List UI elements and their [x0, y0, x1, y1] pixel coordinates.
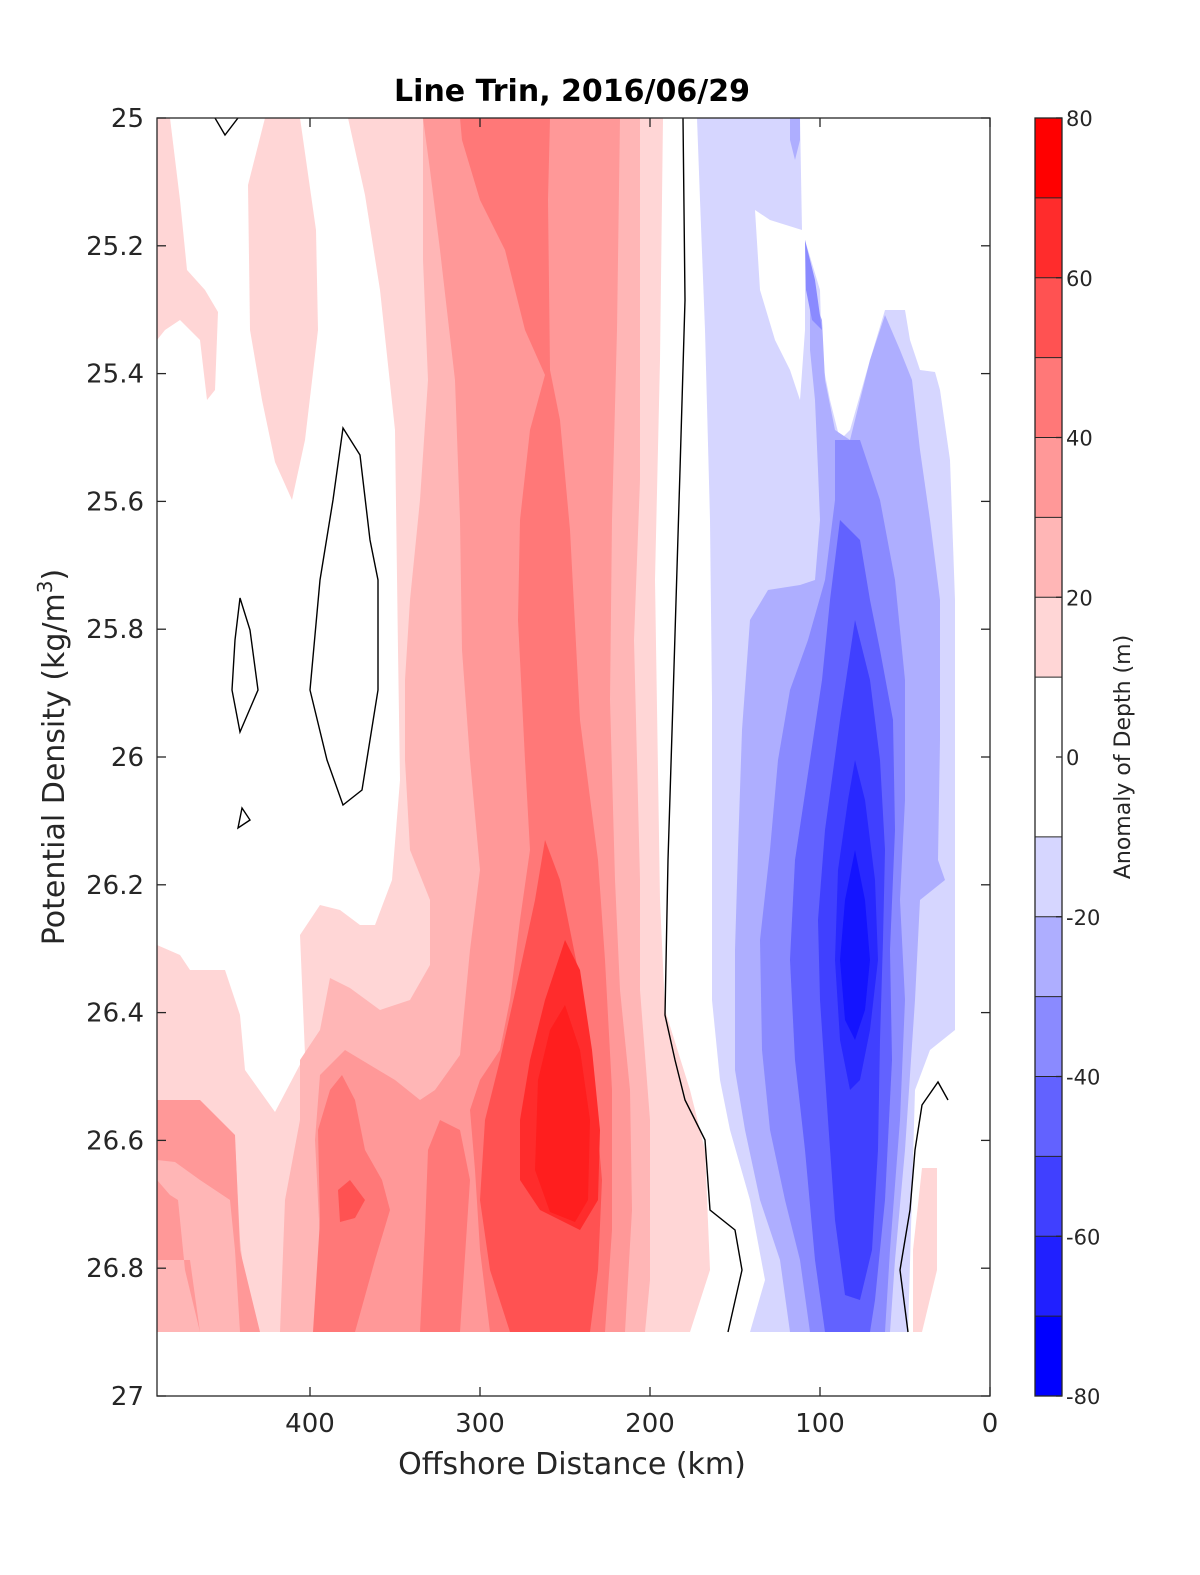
y-tick-label: 25.6: [86, 487, 144, 517]
zero-contour-line: [236, 806, 251, 830]
colorbar-swatch: [1035, 517, 1062, 598]
colorbar-label: Anomaly of Depth (m): [1111, 635, 1136, 879]
no-data-region: [918, 870, 955, 1090]
contour-band-pos-1: [248, 118, 318, 500]
zero-contour-line: [214, 118, 239, 137]
colorbar-swatch: [1035, 277, 1062, 358]
colorbar-tick-label: -20: [1066, 906, 1100, 930]
y-tick-label: 26.2: [86, 871, 144, 901]
colorbar-swatch: [1035, 197, 1062, 278]
y-tick-label: 27: [111, 1382, 144, 1412]
contour-band-pos-7: [535, 1005, 590, 1222]
contour-band-pos-4: [420, 1120, 470, 1332]
x-axis-label: Offshore Distance (km): [398, 1447, 746, 1482]
y-tick-label: 25.4: [86, 360, 144, 390]
colorbar-swatch: [1035, 996, 1062, 1077]
x-tick-label: 0: [982, 1409, 999, 1439]
y-tick-label: 25.2: [86, 232, 144, 262]
no-data-region: [157, 1332, 990, 1396]
x-tick-label: 400: [285, 1409, 335, 1439]
y-axis: 25 25.2 25.4 25.6 25.8 26 26.2 26.4 26.6 26.8 27: [86, 104, 990, 1412]
contour-band-pos-5: [338, 1180, 365, 1222]
contour-band-pos-1: [157, 118, 218, 400]
x-tick-label: 100: [795, 1409, 845, 1439]
colorbar-swatch: [1035, 437, 1062, 518]
colorbar-swatch: [1035, 1236, 1062, 1317]
colorbar-swatch: [1035, 357, 1062, 438]
colorbar-swatch: [1035, 1076, 1062, 1157]
contour-fills: [157, 118, 990, 1396]
colorbar-tick-label: 80: [1066, 107, 1093, 131]
x-tick-label: 300: [455, 1409, 505, 1439]
colorbar-swatch: [1035, 118, 1062, 198]
zero-contour-line: [231, 597, 259, 735]
colorbar-tick-label: 20: [1066, 586, 1093, 610]
colorbar-tick-label: 60: [1066, 267, 1093, 291]
y-axis-label: Potential Density (kg/m3): [33, 569, 72, 945]
y-tick-label: 26.8: [86, 1254, 144, 1284]
colorbar-tick-label: -40: [1066, 1066, 1100, 1090]
y-tick-label: 25.8: [86, 615, 144, 645]
zero-contour-line: [899, 1080, 949, 1333]
y-axis-label-sup: 3: [33, 580, 57, 593]
colorbar-swatch: [1035, 836, 1062, 917]
y-tick-label: 25: [111, 104, 144, 134]
colorbar-tick-label: -60: [1066, 1225, 1100, 1249]
colorbar-tick-label: -80: [1066, 1385, 1100, 1409]
y-axis-label-close: ): [37, 569, 72, 581]
colorbar-swatch: [1035, 1156, 1062, 1237]
y-tick-label: 26.6: [86, 1126, 144, 1156]
contour-band-pos-1: [913, 1168, 937, 1332]
contour-band-neg-7: [840, 850, 870, 1040]
colorbar-tick-label: 0: [1066, 746, 1079, 770]
y-axis-label-main: Potential Density (kg/m: [37, 593, 72, 945]
colorbar-swatch: [1035, 597, 1062, 678]
y-tick-label: 26: [111, 743, 144, 773]
contour-band-neg-1: [790, 118, 800, 160]
colorbar-swatch: [1035, 1316, 1062, 1396]
contour-band-neg-2: [805, 240, 822, 330]
colorbar-tick-label: 40: [1066, 427, 1093, 451]
x-tick-label: 200: [625, 1409, 675, 1439]
y-tick-label: 26.4: [86, 999, 144, 1029]
colorbar: 80 60 40 20 0 -20 -40 -60 -80: [1034, 107, 1100, 1409]
chart-title: Line Trin, 2016/06/29: [394, 74, 750, 109]
x-axis: 400 300 200 100 0: [285, 118, 998, 1439]
zero-contour-line: [664, 118, 743, 1333]
colorbar-swatch: [1035, 916, 1062, 997]
zero-contour-line: [309, 426, 379, 807]
